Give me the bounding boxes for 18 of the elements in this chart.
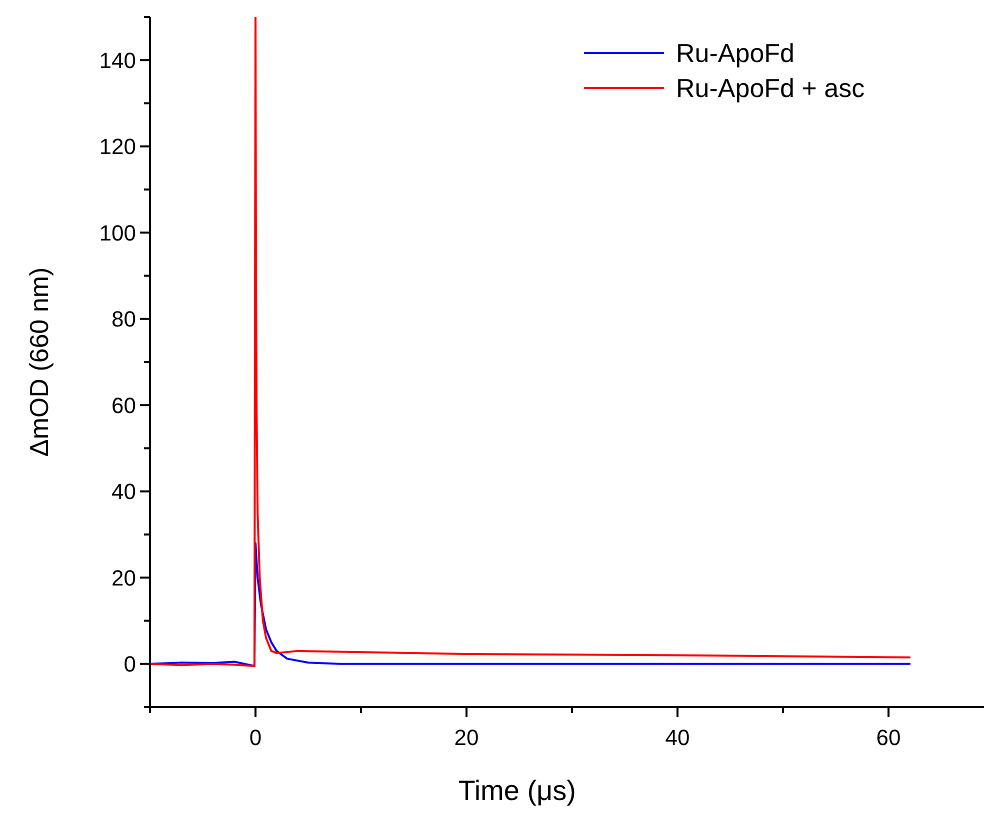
x-axis-title: Time (μs) [458, 775, 576, 806]
y-tick-label: 0 [124, 652, 136, 677]
y-tick-label: 140 [99, 48, 136, 73]
x-tick-label: 20 [454, 725, 479, 750]
y-tick-label: 60 [112, 392, 136, 418]
y-tick-label: 40 [112, 479, 136, 504]
line-series [150, 542, 911, 668]
line-series [150, 17, 911, 668]
y-tick-label: 100 [99, 220, 136, 246]
x-tick-label: 40 [665, 725, 690, 750]
x-tick-label: 60 [876, 725, 901, 750]
y-tick-label: 120 [99, 134, 136, 160]
x-tick-label: 0 [249, 725, 262, 750]
legend-label: Ru-ApoFd + asc [676, 73, 865, 104]
y-axis-title: ΔmOD (660 nm) [24, 267, 54, 457]
y-tick-label: 20 [112, 565, 136, 590]
y-tick-label: 80 [112, 306, 136, 332]
legend-label: Ru-ApoFd [676, 38, 794, 68]
